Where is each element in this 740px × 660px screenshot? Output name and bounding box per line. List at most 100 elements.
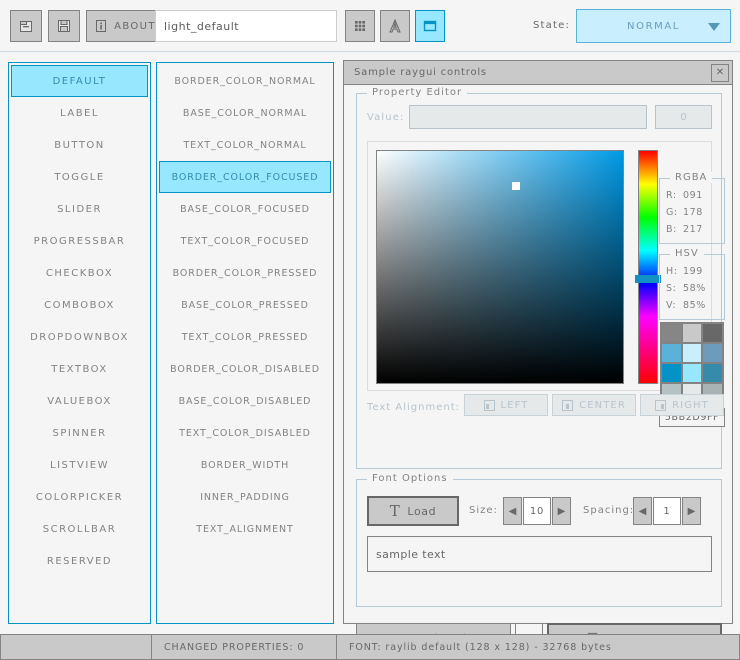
about-button[interactable]: ABOUT xyxy=(86,10,164,42)
chevron-down-icon xyxy=(708,23,720,31)
align-left-button[interactable]: LEFT xyxy=(464,394,548,416)
close-icon[interactable]: ✕ xyxy=(711,64,729,82)
control-item-progressbar[interactable]: PROGRESSBAR xyxy=(10,225,149,257)
controls-listview[interactable]: DEFAULT LABEL BUTTON TOGGLE SLIDER PROGRESSBA… xyxy=(8,62,151,624)
color-swatch[interactable] xyxy=(682,364,702,382)
hue-slider-handle[interactable] xyxy=(635,274,661,283)
color-swatch[interactable] xyxy=(703,344,722,362)
property-item-border-color-disabled[interactable]: BORDER_COLOR_DISABLED xyxy=(158,353,332,385)
sample-text-input[interactable]: sample text xyxy=(367,536,712,572)
b-key: B: xyxy=(666,224,677,235)
property-item-base-color-disabled[interactable]: BASE_COLOR_DISABLED xyxy=(158,385,332,417)
property-item-border-color-normal[interactable]: BORDER_COLOR_NORMAL xyxy=(158,65,332,97)
style-name-input[interactable]: light_default xyxy=(155,10,337,42)
status-bar: CHANGED PROPERTIES: 0 FONT: raylib defau… xyxy=(0,634,740,660)
save-style-button[interactable] xyxy=(48,10,80,42)
control-item-label[interactable]: LABEL xyxy=(10,97,149,129)
color-swatch[interactable] xyxy=(703,364,722,382)
properties-listview[interactable]: BORDER_COLOR_NORMAL BASE_COLOR_NORMAL TEXT… xyxy=(156,62,334,624)
font-spacing-increment[interactable]: ▶ xyxy=(682,497,701,525)
control-item-spinner[interactable]: SPINNER xyxy=(10,417,149,449)
color-picker xyxy=(367,141,712,391)
color-swatch[interactable] xyxy=(662,324,681,342)
color-saturation-value-square[interactable] xyxy=(376,150,624,384)
control-item-button[interactable]: BUTTON xyxy=(10,129,149,161)
property-item-text-color-pressed[interactable]: TEXT_COLOR_PRESSED xyxy=(158,321,332,353)
color-swatch[interactable] xyxy=(662,344,681,362)
control-item-listview[interactable]: LISTVIEW xyxy=(10,449,149,481)
property-item-base-color-focused[interactable]: BASE_COLOR_FOCUSED xyxy=(158,193,332,225)
control-item-checkbox[interactable]: CHECKBOX xyxy=(10,257,149,289)
align-left-label: LEFT xyxy=(500,399,529,411)
control-item-slider[interactable]: SLIDER xyxy=(10,193,149,225)
b-value: 217 xyxy=(683,224,703,235)
align-center-button[interactable]: CENTER xyxy=(552,394,636,416)
value-label: Value: xyxy=(367,112,405,123)
h-value: 199 xyxy=(683,266,703,277)
state-value: NORMAL xyxy=(627,20,680,32)
control-item-scrollbar[interactable]: SCROLLBAR xyxy=(10,513,149,545)
toggle-grid-button[interactable] xyxy=(345,10,375,42)
property-item-label: TEXT_ALIGNMENT xyxy=(196,523,294,535)
font-size-increment[interactable]: ▶ xyxy=(552,497,571,525)
control-item-colorpicker[interactable]: COLORPICKER xyxy=(10,481,149,513)
color-swatch[interactable] xyxy=(682,324,702,342)
h-key: H: xyxy=(666,266,678,277)
state-dropdown[interactable]: NORMAL xyxy=(576,9,731,43)
hue-slider[interactable] xyxy=(638,150,658,384)
property-item-text-color-normal[interactable]: TEXT_COLOR_NORMAL xyxy=(158,129,332,161)
property-editor-group: Property Editor Value: 0 RGBA R: 091 G: … xyxy=(356,87,725,469)
color-swatch-palette[interactable] xyxy=(660,322,724,404)
control-item-label: PROGRESSBAR xyxy=(33,235,126,247)
font-spacing-value[interactable]: 1 xyxy=(653,497,681,525)
property-item-border-color-pressed[interactable]: BORDER_COLOR_PRESSED xyxy=(158,257,332,289)
hsv-row-h: H: 199 xyxy=(660,263,724,280)
property-item-border-width[interactable]: BORDER_WIDTH xyxy=(158,449,332,481)
font-spacing-label: Spacing: xyxy=(583,505,635,516)
toggle-sample-window-button[interactable] xyxy=(415,10,445,42)
window-titlebar[interactable]: Sample raygui controls ✕ xyxy=(344,61,732,85)
control-item-label: SLIDER xyxy=(57,203,102,215)
control-item-combobox[interactable]: COMBOBOX xyxy=(10,289,149,321)
control-item-reserved[interactable]: RESERVED xyxy=(10,545,149,577)
property-item-label: TEXT_COLOR_FOCUSED xyxy=(180,235,310,247)
property-item-text-alignment[interactable]: TEXT_ALIGNMENT xyxy=(158,513,332,545)
control-item-label: CHECKBOX xyxy=(45,267,114,279)
property-item-label: BASE_COLOR_DISABLED xyxy=(178,395,312,407)
font-spacing-decrement[interactable]: ◀ xyxy=(633,497,652,525)
color-swatch[interactable] xyxy=(703,324,722,342)
color-picker-cursor[interactable] xyxy=(511,182,520,191)
color-swatch[interactable] xyxy=(682,344,702,362)
rgba-row-g: G: 178 xyxy=(660,204,724,221)
r-key: R: xyxy=(666,190,677,201)
control-item-valuebox[interactable]: VALUEBOX xyxy=(10,385,149,417)
load-font-button[interactable]: T Load xyxy=(367,496,459,526)
property-item-border-color-focused[interactable]: BORDER_COLOR_FOCUSED xyxy=(159,161,331,193)
property-item-base-color-pressed[interactable]: BASE_COLOR_PRESSED xyxy=(158,289,332,321)
control-item-toggle[interactable]: TOGGLE xyxy=(10,161,149,193)
align-right-button[interactable]: RIGHT xyxy=(640,394,724,416)
property-item-base-color-normal[interactable]: BASE_COLOR_NORMAL xyxy=(158,97,332,129)
open-style-button[interactable] xyxy=(10,10,42,42)
color-swatch[interactable] xyxy=(662,364,681,382)
control-item-label: BUTTON xyxy=(54,139,105,151)
property-item-label: BORDER_COLOR_FOCUSED xyxy=(171,171,319,183)
property-item-text-color-focused[interactable]: TEXT_COLOR_FOCUSED xyxy=(158,225,332,257)
control-item-textbox[interactable]: TEXTBOX xyxy=(10,353,149,385)
font-size-value[interactable]: 10 xyxy=(523,497,551,525)
property-item-inner-padding[interactable]: INNER_PADDING xyxy=(158,481,332,513)
control-item-default[interactable]: DEFAULT xyxy=(11,65,148,97)
rgba-title: RGBA xyxy=(670,172,713,183)
property-item-label: BASE_COLOR_FOCUSED xyxy=(180,203,310,215)
control-item-label: COLORPICKER xyxy=(35,491,124,503)
toggle-font-button[interactable] xyxy=(380,10,410,42)
font-t-icon: T xyxy=(389,502,401,520)
value-spinner[interactable]: 0 xyxy=(655,105,712,129)
property-item-text-color-disabled[interactable]: TEXT_COLOR_DISABLED xyxy=(158,417,332,449)
control-item-dropdownbox[interactable]: DROPDOWNBOX xyxy=(10,321,149,353)
property-item-label: TEXT_COLOR_PRESSED xyxy=(181,331,309,343)
font-size-decrement[interactable]: ◀ xyxy=(503,497,522,525)
value-input[interactable] xyxy=(409,105,647,129)
s-value: 58% xyxy=(683,283,706,294)
rgba-group: RGBA R: 091 G: 178 B: 217 xyxy=(659,172,725,244)
